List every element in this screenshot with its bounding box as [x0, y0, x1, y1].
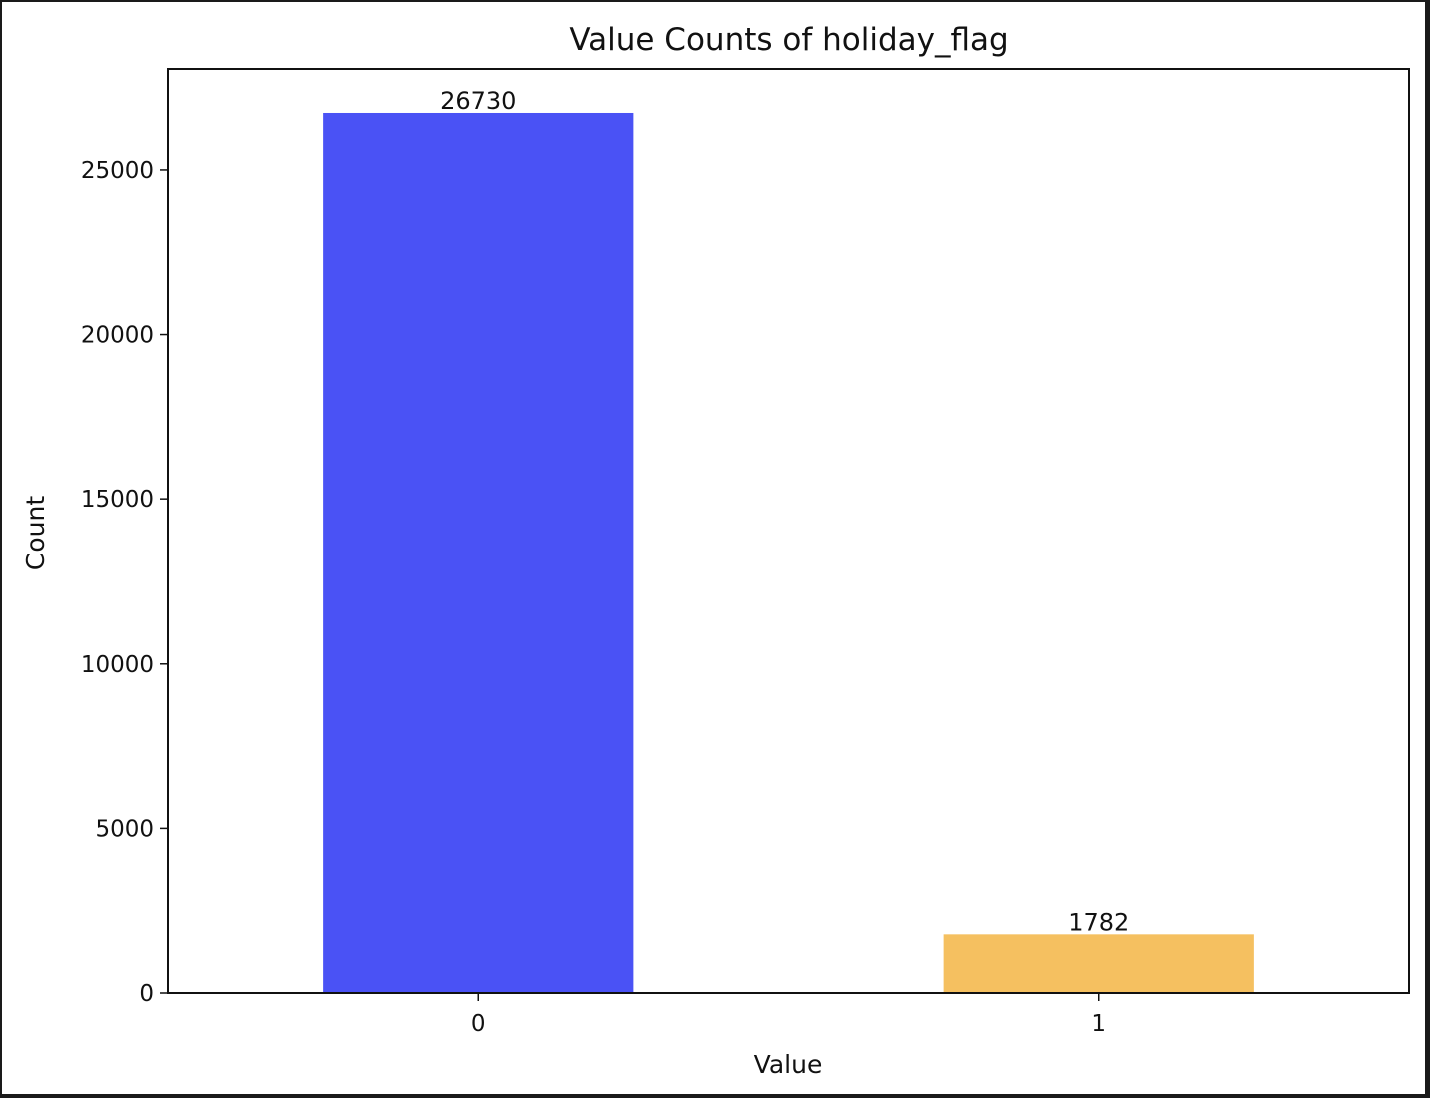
chart-title: Value Counts of holiday_flag — [569, 22, 1008, 58]
data-labels-group: 26730 1782 — [440, 87, 1129, 936]
y-tick-label-20000: 20000 — [81, 323, 154, 349]
x-axis-label: Value — [754, 1050, 823, 1079]
bar-1 — [943, 934, 1254, 993]
y-tick-label-5000: 5000 — [95, 816, 154, 842]
y-tick-label-15000: 15000 — [81, 487, 154, 513]
x-tick-label-1: 1 — [1091, 1011, 1106, 1037]
y-tick-label-25000: 25000 — [81, 158, 154, 184]
y-axis-ticks: 0 5000 10000 15000 20000 25000 — [81, 158, 168, 1007]
y-tick-label-10000: 10000 — [81, 652, 154, 678]
x-tick-label-0: 0 — [471, 1011, 486, 1037]
bar-0 — [323, 112, 634, 994]
y-tick-label-0: 0 — [139, 981, 154, 1007]
data-label-1: 1782 — [1068, 908, 1129, 936]
bars-group — [323, 112, 1254, 994]
y-axis-label: Count — [21, 496, 50, 570]
plot-area-border — [167, 68, 1410, 994]
data-label-0: 26730 — [440, 87, 516, 115]
